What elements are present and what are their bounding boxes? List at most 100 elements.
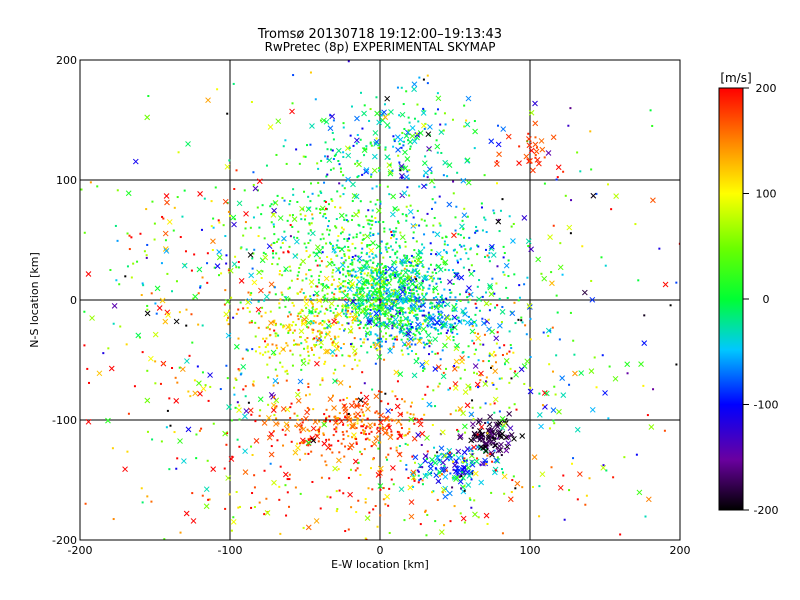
data-point-cross <box>392 316 399 323</box>
data-point-dot <box>380 240 383 243</box>
data-point-dot <box>335 379 338 382</box>
data-point-dot <box>426 450 429 453</box>
data-point-dot <box>364 324 367 327</box>
data-point-dot <box>418 185 421 188</box>
data-point-dot <box>378 348 381 351</box>
data-point-dot <box>415 278 418 281</box>
data-point-cross <box>411 86 417 93</box>
data-point-dot <box>434 328 437 331</box>
data-point-dot <box>343 455 346 458</box>
data-point-dot <box>273 201 276 204</box>
data-point-dot <box>460 245 463 248</box>
data-point-dot <box>393 419 396 422</box>
data-point-dot <box>589 130 592 133</box>
data-point-dot <box>505 352 508 355</box>
data-point-dot <box>449 323 452 326</box>
data-point-dot <box>268 328 271 331</box>
data-point-dot <box>465 289 468 292</box>
data-point-dot <box>279 298 282 301</box>
data-point-dot <box>371 488 374 491</box>
data-point-cross <box>354 137 360 144</box>
data-point-dot <box>389 268 392 271</box>
data-point-dot <box>368 291 371 294</box>
data-point-dot <box>380 262 383 265</box>
data-point-dot <box>443 240 446 243</box>
data-point-dot <box>339 206 342 209</box>
data-point-dot <box>420 303 423 306</box>
data-point-dot <box>250 506 253 509</box>
data-point-dot <box>455 302 458 305</box>
data-point-cross <box>547 234 553 240</box>
data-point-dot <box>368 305 371 308</box>
data-point-dot <box>383 287 386 290</box>
data-point-dot <box>412 237 415 240</box>
data-point-dot <box>642 384 645 387</box>
data-point-dot <box>432 297 435 300</box>
data-point-cross <box>439 429 446 436</box>
data-point-dot <box>353 296 356 299</box>
data-point-dot <box>348 256 351 259</box>
data-point-dot <box>366 305 369 308</box>
data-point-dot <box>326 208 329 211</box>
data-point-dot <box>349 134 352 137</box>
data-point-cross <box>459 223 465 230</box>
data-point-dot <box>260 276 263 279</box>
data-point-dot <box>391 327 394 330</box>
data-point-dot <box>390 418 393 421</box>
data-point-dot <box>423 127 426 130</box>
data-point-dot <box>320 260 323 263</box>
data-point-dot <box>474 313 477 316</box>
data-point-dot <box>303 439 306 442</box>
data-point-dot <box>324 336 327 339</box>
data-point-dot <box>314 299 317 302</box>
data-point-dot <box>408 328 411 331</box>
data-point-cross <box>577 471 583 477</box>
data-point-cross <box>440 466 447 473</box>
data-point-dot <box>389 347 392 350</box>
data-point-dot <box>237 308 240 311</box>
data-point-dot <box>376 349 379 352</box>
data-point-dot <box>150 500 153 503</box>
data-point-dot <box>244 221 247 224</box>
data-point-dot <box>431 305 434 308</box>
data-point-cross <box>453 358 460 365</box>
data-point-dot <box>347 309 350 312</box>
x-tick-label: -200 <box>68 544 93 557</box>
data-point-cross <box>184 358 190 364</box>
data-point-dot <box>395 241 398 244</box>
data-point-dot <box>234 377 237 380</box>
data-point-cross <box>372 130 379 136</box>
data-point-dot <box>468 268 471 271</box>
data-point-dot <box>469 388 472 391</box>
data-point-dot <box>349 312 352 315</box>
data-point-dot <box>392 145 395 148</box>
data-point-dot <box>390 334 393 337</box>
data-point-dot <box>531 486 534 489</box>
data-point-cross <box>451 365 458 372</box>
data-point-dot <box>444 263 447 266</box>
data-point-dot <box>498 346 501 349</box>
data-point-dot <box>432 231 435 234</box>
data-point-cross <box>423 169 429 176</box>
data-point-cross <box>458 274 465 281</box>
data-point-dot <box>434 454 437 457</box>
data-point-dot <box>404 240 407 243</box>
data-point-cross <box>363 264 370 271</box>
data-point-dot <box>365 145 368 148</box>
data-point-dot <box>291 225 294 228</box>
data-point-dot <box>403 434 406 437</box>
data-point-dot <box>459 512 462 515</box>
data-point-dot <box>357 404 360 407</box>
data-point-dot <box>408 430 411 433</box>
data-point-dot <box>489 403 492 406</box>
data-point-cross <box>281 235 287 242</box>
data-point-dot <box>237 337 240 340</box>
data-point-dot <box>452 460 455 463</box>
data-point-dot <box>334 288 337 291</box>
data-point-dot <box>265 326 268 329</box>
data-point-cross <box>541 390 548 396</box>
data-point-cross <box>423 274 429 281</box>
data-point-dot <box>427 267 430 270</box>
data-point-dot <box>422 175 425 178</box>
data-point-dot <box>421 292 424 295</box>
